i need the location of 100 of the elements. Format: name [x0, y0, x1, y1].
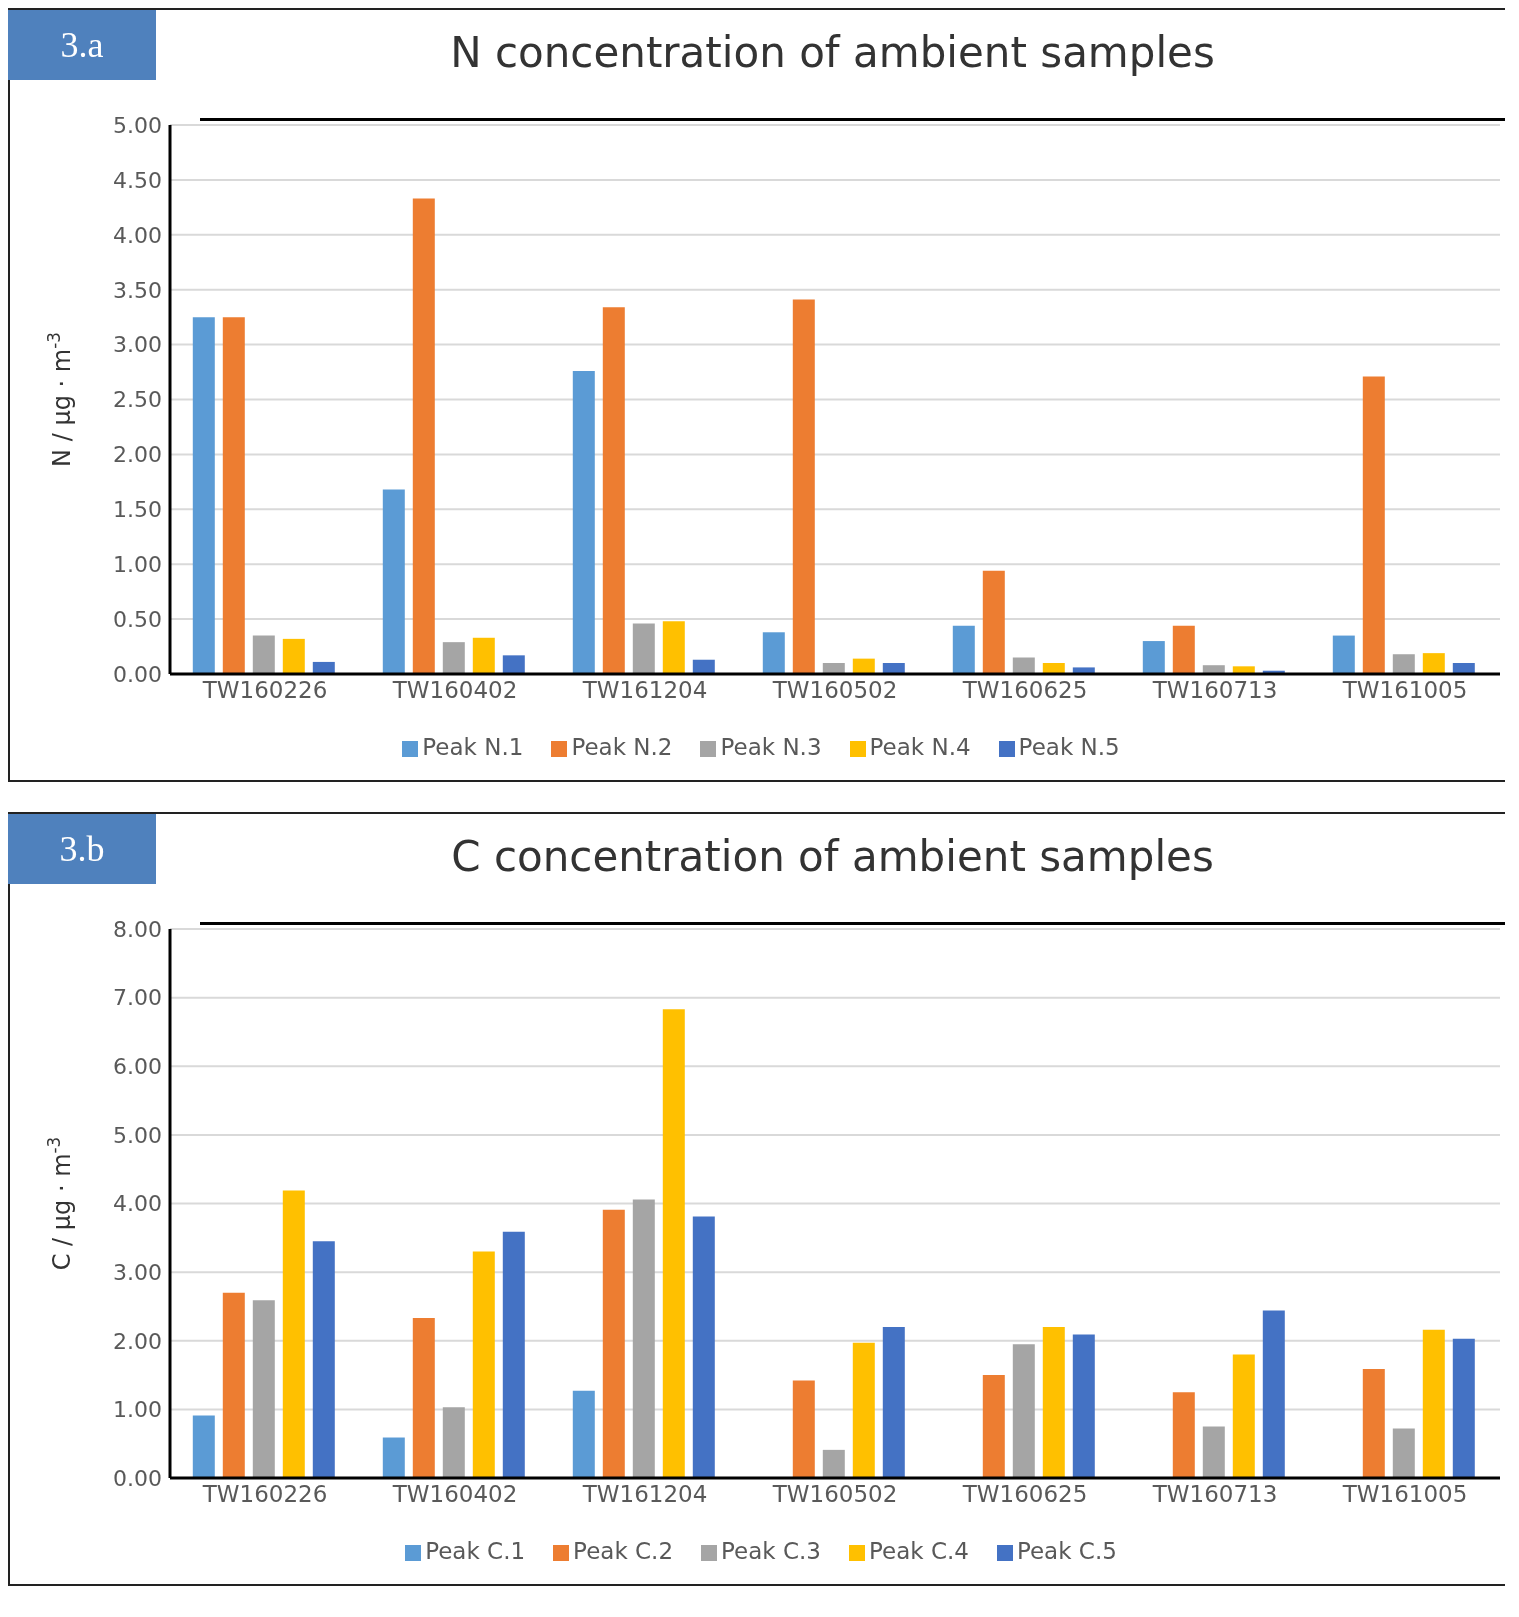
bar — [222, 317, 245, 674]
bar — [472, 637, 495, 674]
text: 3.b — [8, 814, 156, 884]
bar — [502, 1231, 525, 1478]
bar — [312, 661, 335, 674]
bar — [1072, 667, 1095, 674]
bar — [1072, 1334, 1095, 1478]
bar — [502, 655, 525, 674]
bar — [442, 1407, 465, 1478]
x-tick-label: TW160502 — [771, 1481, 898, 1508]
bar — [1202, 665, 1225, 674]
bar — [882, 663, 905, 674]
bar — [412, 1318, 435, 1478]
bar — [602, 307, 625, 674]
bar — [852, 658, 875, 674]
x-tick-label: TW160226 — [201, 677, 328, 704]
y-tick-label: 3.00 — [113, 1259, 162, 1285]
bar — [1172, 1392, 1195, 1478]
bar — [1392, 1428, 1415, 1478]
bar — [952, 625, 975, 674]
y-tick-label: 2.50 — [113, 387, 162, 413]
bar — [472, 1251, 495, 1478]
bar — [1202, 1426, 1225, 1478]
chart-title: N concentration of ambient samples — [449, 28, 1216, 77]
bar — [632, 623, 655, 674]
bar — [822, 663, 845, 674]
bar — [442, 642, 465, 674]
bar — [312, 1241, 335, 1478]
y-tick-label: 7.00 — [113, 985, 162, 1011]
bar — [1142, 641, 1165, 674]
bar — [282, 638, 305, 674]
legend-label: Peak N.2 — [571, 734, 673, 760]
x-tick-label: TW160625 — [961, 677, 1088, 704]
y-tick-label: 4.00 — [113, 1191, 162, 1217]
bar — [882, 1327, 905, 1478]
bar — [692, 1216, 715, 1478]
legend-label: Peak N.3 — [720, 734, 822, 760]
y-tick-label: 1.00 — [113, 552, 162, 578]
y-tick-label: 0.00 — [113, 661, 162, 687]
x-tick-label: TW160402 — [391, 1481, 518, 1508]
legend-label: Peak N.5 — [1018, 734, 1120, 760]
bar — [1042, 1327, 1065, 1478]
bar — [1012, 657, 1035, 674]
y-tick-label: 2.00 — [113, 442, 162, 468]
y-tick-label: 3.50 — [113, 277, 162, 303]
y-tick-label: 0.00 — [113, 1465, 162, 1491]
text: 3.a — [8, 10, 156, 80]
bar — [1262, 1310, 1285, 1478]
y-tick-label: 8.00 — [113, 916, 162, 942]
x-tick-label: TW160713 — [1151, 1481, 1278, 1508]
chart-title: C concentration of ambient samples — [450, 832, 1215, 881]
legend-label: Peak N.4 — [869, 734, 971, 760]
bar — [222, 1292, 245, 1478]
bar — [692, 659, 715, 674]
bar — [252, 1300, 275, 1478]
bar — [412, 198, 435, 674]
bar — [382, 489, 405, 674]
bar — [1332, 635, 1355, 674]
bar — [1452, 663, 1475, 674]
x-tick-label: TW161204 — [581, 1481, 708, 1508]
bar — [1392, 654, 1415, 674]
bar — [192, 1415, 215, 1478]
x-tick-label: TW160713 — [1151, 677, 1278, 704]
bar — [282, 1190, 305, 1478]
bar — [1452, 1338, 1475, 1478]
bar — [662, 1009, 685, 1478]
x-tick-label: TW161204 — [581, 677, 708, 704]
bar — [382, 1437, 405, 1478]
legend-label: Peak C.5 — [1016, 1538, 1117, 1564]
bar — [1422, 1329, 1445, 1478]
x-tick-label: TW160625 — [961, 1481, 1088, 1508]
bar — [792, 1380, 815, 1478]
bar — [982, 1375, 1005, 1478]
bar — [252, 635, 275, 674]
bar — [762, 632, 785, 674]
bar — [662, 621, 685, 674]
y-tick-label: 5.00 — [113, 1122, 162, 1148]
legend-label: Peak C.4 — [868, 1538, 969, 1564]
y-tick-label: 1.00 — [113, 1397, 162, 1423]
legend-label: Peak C.2 — [573, 1538, 674, 1564]
bar — [572, 370, 595, 674]
bar — [602, 1209, 625, 1478]
bar — [982, 570, 1005, 674]
x-tick-label: TW161005 — [1341, 677, 1468, 704]
bar — [1362, 1368, 1385, 1478]
bar — [192, 317, 215, 674]
y-tick-label: 2.00 — [113, 1328, 162, 1354]
y-tick-label: 4.50 — [113, 167, 162, 193]
bar — [1422, 653, 1445, 674]
bar — [1172, 625, 1195, 674]
x-tick-label: TW161005 — [1341, 1481, 1468, 1508]
bar — [632, 1199, 655, 1478]
bar — [1012, 1344, 1035, 1478]
legend-label: Peak C.1 — [425, 1538, 526, 1564]
bar — [1232, 666, 1255, 674]
y-tick-label: 1.50 — [113, 497, 162, 523]
x-tick-label: TW160226 — [201, 1481, 328, 1508]
bar — [1232, 1354, 1255, 1478]
y-tick-label: 4.00 — [113, 222, 162, 248]
legend-label: Peak N.1 — [422, 734, 524, 760]
